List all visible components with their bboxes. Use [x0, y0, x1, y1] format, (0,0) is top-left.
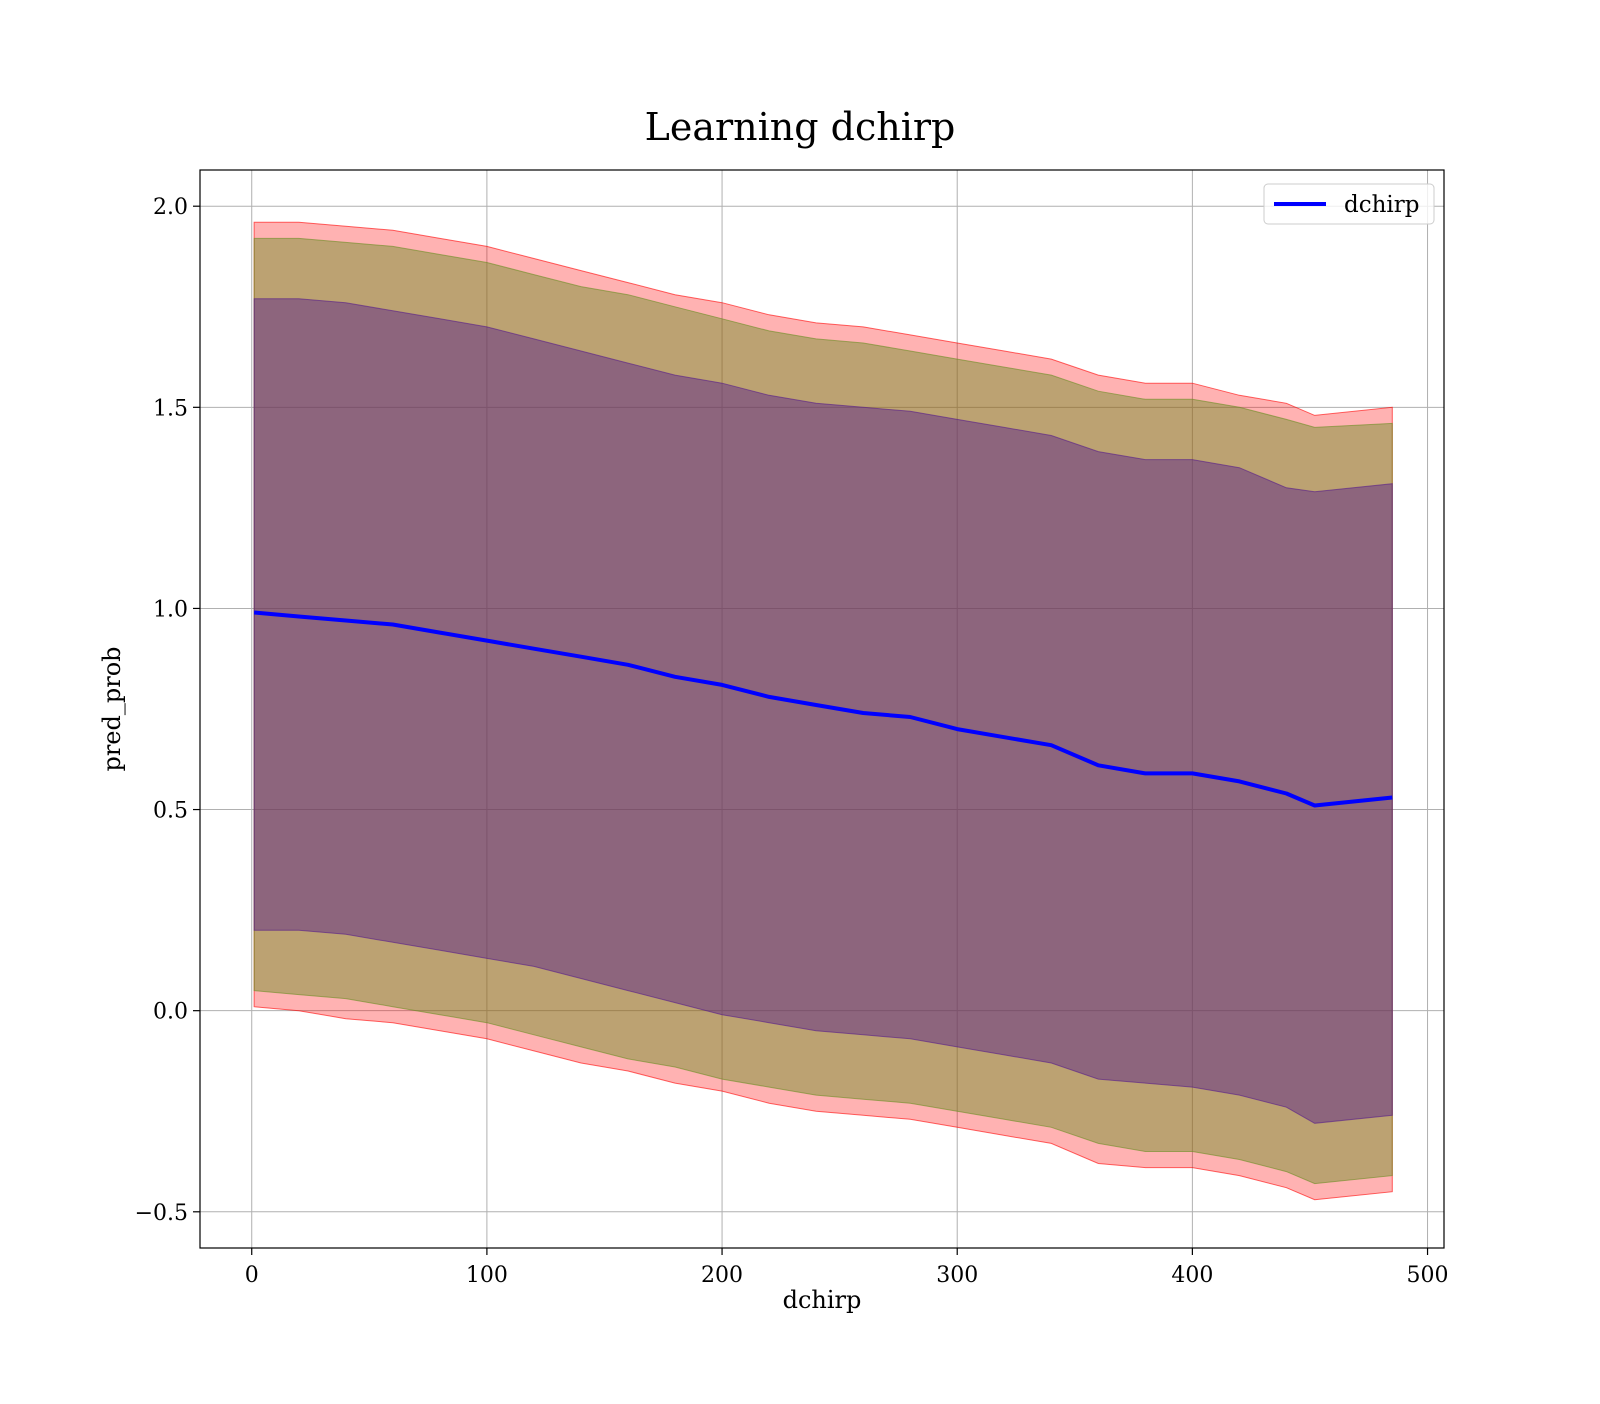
- x-axis-label: dchirp: [783, 1286, 862, 1314]
- tick-layer: 0 100 200 300 400 500 −0.5 0.0 0.5 1.0 1.5 2.0: [135, 195, 1449, 1288]
- legend: dchirp: [1263, 183, 1435, 225]
- confidence-band-2: [253, 237, 1393, 1185]
- x-tick-label: 0: [245, 1263, 259, 1288]
- y-axis-label: pred_prob: [98, 646, 126, 771]
- chart-title: Learning dchirp: [645, 105, 956, 149]
- x-tick-label: 400: [1171, 1263, 1213, 1288]
- y-tick-label: 0.5: [153, 799, 188, 824]
- legend-box: [1263, 183, 1435, 225]
- confidence-band-3: [253, 298, 1393, 1124]
- line-layer: [253, 610, 1393, 808]
- axes-frame: [199, 169, 1445, 1249]
- y-tick-label: 1.0: [153, 597, 188, 622]
- x-tick-label: 100: [466, 1263, 508, 1288]
- series-line-dchirp: [253, 610, 1393, 808]
- legend-label: dchirp: [1344, 192, 1420, 218]
- x-tick-label: 300: [936, 1263, 978, 1288]
- x-tick-label: 500: [1407, 1263, 1449, 1288]
- confidence-band-1: [253, 221, 1393, 1201]
- x-tick-label: 200: [701, 1263, 743, 1288]
- y-tick-label: 0.0: [153, 1000, 188, 1025]
- y-tick-label: −0.5: [135, 1201, 188, 1226]
- y-tick-label: 2.0: [153, 195, 188, 220]
- grid-layer: [200, 170, 1444, 1248]
- y-tick-label: 1.5: [153, 396, 188, 421]
- band-layer: [253, 221, 1393, 1201]
